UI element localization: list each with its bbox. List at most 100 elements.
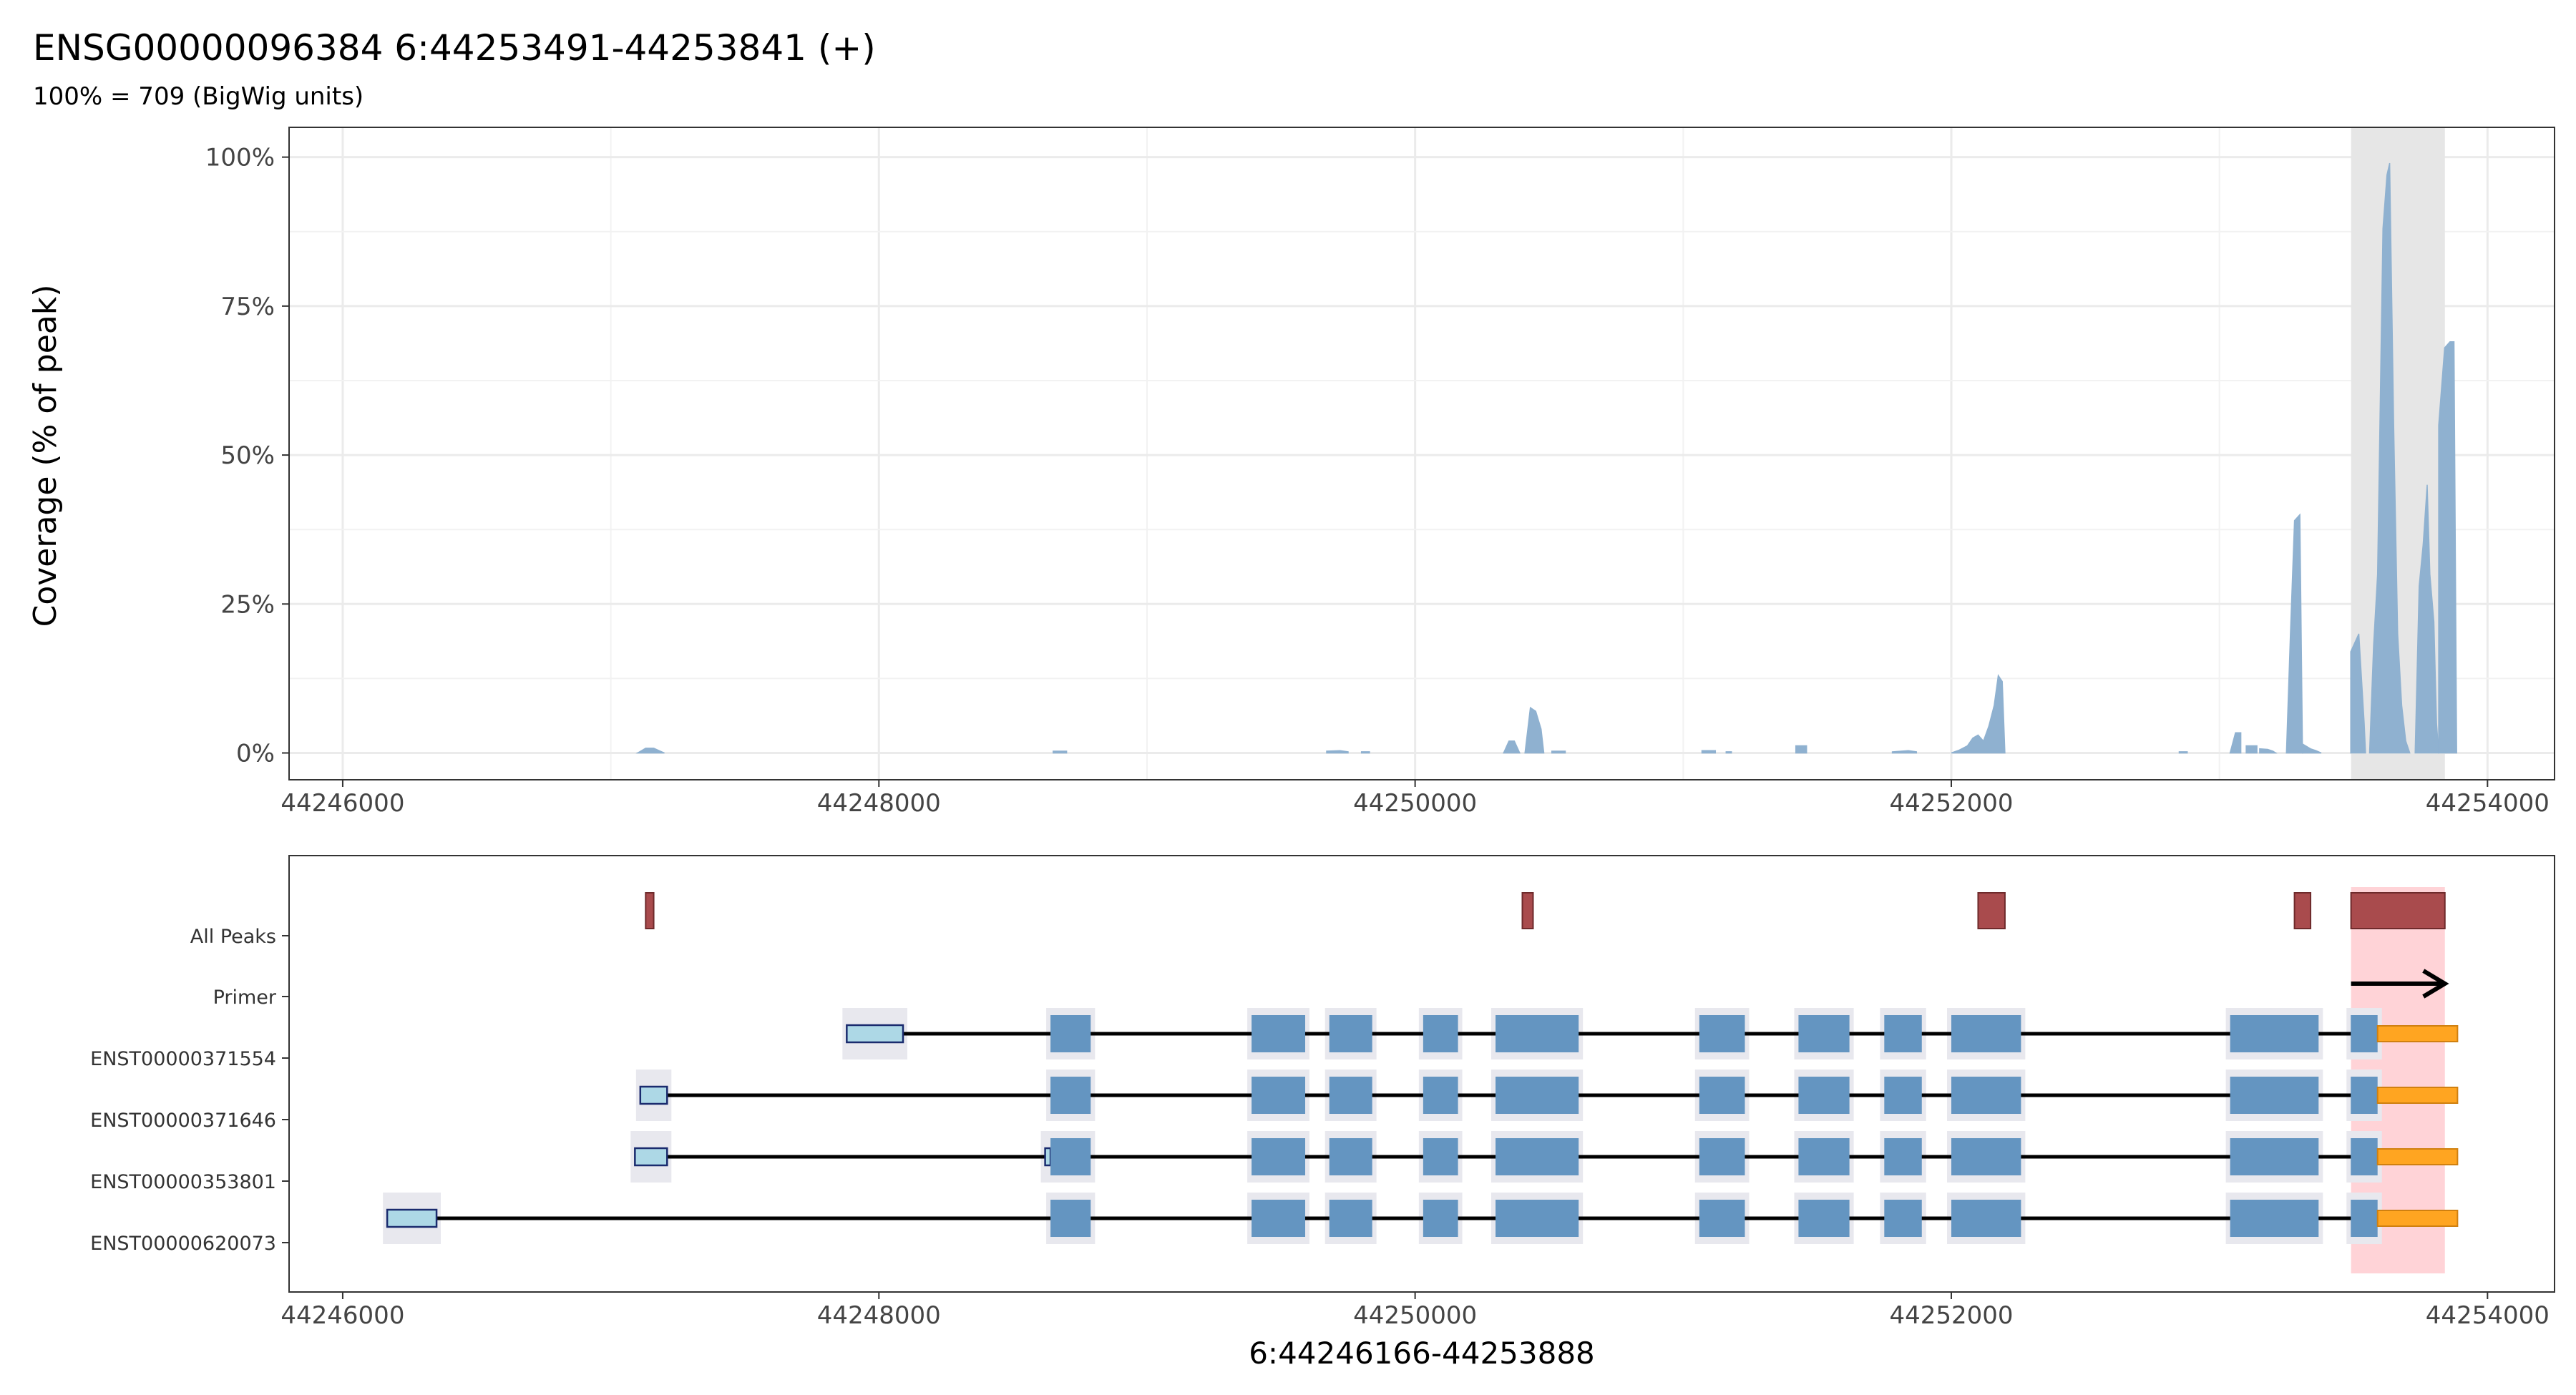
cds-exon <box>2230 1077 2319 1114</box>
gene-tracks <box>383 892 2459 1244</box>
utr3-exon <box>2376 1025 2459 1042</box>
coverage-segment <box>2245 745 2258 754</box>
y-tick-label: 100% <box>205 144 275 172</box>
cds-exon <box>1798 1138 1850 1175</box>
gene-x-ticks: 44246000 44248000 44250000 44252000 44254000 <box>280 1292 2550 1330</box>
coverage-segment <box>2302 743 2322 754</box>
coverage-segment <box>1701 750 1717 754</box>
cds-exon <box>1699 1138 1745 1175</box>
cds-exon <box>2230 1138 2319 1175</box>
subtitle: 100% = 709 (BigWig units) <box>33 82 364 111</box>
coverage-frame <box>288 127 2555 780</box>
coverage-y-ticks: 0% 25% 50% 75% 100% <box>205 144 289 768</box>
coverage-grid <box>289 127 2555 780</box>
cds-exon <box>1496 1077 1579 1114</box>
y-tick-label: 75% <box>220 293 275 321</box>
cds-exon <box>1951 1138 2021 1175</box>
cds-exon <box>1798 1200 1850 1237</box>
cds-exon <box>2351 1200 2378 1237</box>
x-tick-label: 44248000 <box>817 789 941 818</box>
peak-bar <box>1977 892 2006 929</box>
x-axis-label: 6:44246166-44253888 <box>1249 1336 1595 1371</box>
cds-exon <box>1252 1200 1306 1237</box>
utr5-exon <box>1044 1147 1052 1167</box>
gene-model-panel: All Peaks Primer ENST00000371554 ENST000003… <box>90 855 2555 1330</box>
x-tick-label: 44246000 <box>280 789 404 818</box>
utr5-exon <box>386 1208 438 1228</box>
cds-exon <box>1329 1138 1372 1175</box>
cds-exon <box>1951 1015 2021 1052</box>
peak-bar <box>645 892 655 929</box>
x-tick-label: 44250000 <box>1353 789 1477 818</box>
utr3-exon <box>2376 1148 2459 1165</box>
cds-exon <box>1050 1138 1091 1175</box>
row-label: All Peaks <box>190 926 276 948</box>
cds-exon <box>1798 1077 1850 1114</box>
transcript-track <box>383 1193 2459 1244</box>
x-tick-label: 44246000 <box>280 1301 404 1330</box>
x-tick-label: 44252000 <box>1889 1301 2013 1330</box>
coverage-segment <box>1360 751 1370 754</box>
coverage-segment <box>2178 751 2188 754</box>
row-labels: All Peaks Primer ENST00000371554 ENST000003… <box>90 926 289 1255</box>
coverage-segment <box>1725 751 1732 754</box>
coverage-area <box>635 162 2457 754</box>
cds-exon <box>2351 1077 2378 1114</box>
cds-exon <box>1951 1200 2021 1237</box>
cds-exon <box>1252 1077 1306 1114</box>
coverage-segment <box>2259 748 2278 754</box>
cds-exon <box>1699 1077 1745 1114</box>
cds-exon <box>1050 1200 1091 1237</box>
coverage-x-ticks: 44246000 44248000 44250000 44252000 44254000 <box>280 780 2550 818</box>
page-title: ENSG00000096384 6:44253491-44253841 (+) <box>33 27 876 69</box>
y-tick-label: 0% <box>236 740 275 768</box>
cds-exon <box>1252 1138 1306 1175</box>
cds-exon <box>1423 1200 1458 1237</box>
cds-exon <box>1496 1200 1579 1237</box>
x-tick-label: 44250000 <box>1353 1301 1477 1330</box>
coverage-panel: 0% 25% 50% 75% 100% 44246000 44248000 44250000… <box>205 127 2555 818</box>
transcript-track <box>630 1131 2459 1183</box>
x-tick-label: 44252000 <box>1889 789 2013 818</box>
coverage-segment <box>1795 745 1807 754</box>
cds-exon <box>1699 1200 1745 1237</box>
utr3-exon <box>2376 1210 2459 1227</box>
gene-model-frame <box>288 855 2555 1293</box>
coverage-segment <box>2350 633 2366 754</box>
cds-exon <box>1050 1077 1091 1114</box>
peak-bar <box>2350 892 2446 929</box>
row-label: Primer <box>213 987 277 1009</box>
cds-exon <box>1884 1138 1922 1175</box>
x-tick-label: 44254000 <box>2426 1301 2550 1330</box>
cds-exon <box>1496 1015 1579 1052</box>
coverage-segment <box>1891 750 1918 754</box>
peak-bar <box>1521 892 1534 929</box>
coverage-segment <box>2368 162 2411 754</box>
row-label: ENST00000620073 <box>90 1233 276 1255</box>
coverage-segment <box>1503 740 1521 754</box>
coverage-segment <box>1524 706 1545 754</box>
row-label: ENST00000371646 <box>90 1110 276 1132</box>
row-label: ENST00000371554 <box>90 1048 276 1070</box>
coverage-segment <box>1053 750 1068 754</box>
cds-exon <box>2230 1200 2319 1237</box>
cds-exon <box>2351 1015 2378 1052</box>
coverage-segment <box>2285 513 2303 754</box>
cds-exon <box>1329 1200 1372 1237</box>
cds-exon <box>1423 1015 1458 1052</box>
utr5-exon <box>639 1085 668 1105</box>
cds-exon <box>1699 1015 1745 1052</box>
transcript-track <box>842 1008 2459 1059</box>
cds-exon <box>2230 1015 2319 1052</box>
cds-exon <box>1252 1015 1306 1052</box>
y-tick-label: 25% <box>220 590 275 619</box>
cds-exon <box>1884 1200 1922 1237</box>
coverage-segment <box>1551 750 1566 754</box>
cds-exon <box>1329 1015 1372 1052</box>
peak-bar <box>2293 892 2312 929</box>
row-label: ENST00000353801 <box>90 1171 276 1193</box>
y-tick-label: 50% <box>220 441 275 470</box>
x-tick-label: 44248000 <box>817 1301 941 1330</box>
cds-exon <box>1884 1077 1922 1114</box>
